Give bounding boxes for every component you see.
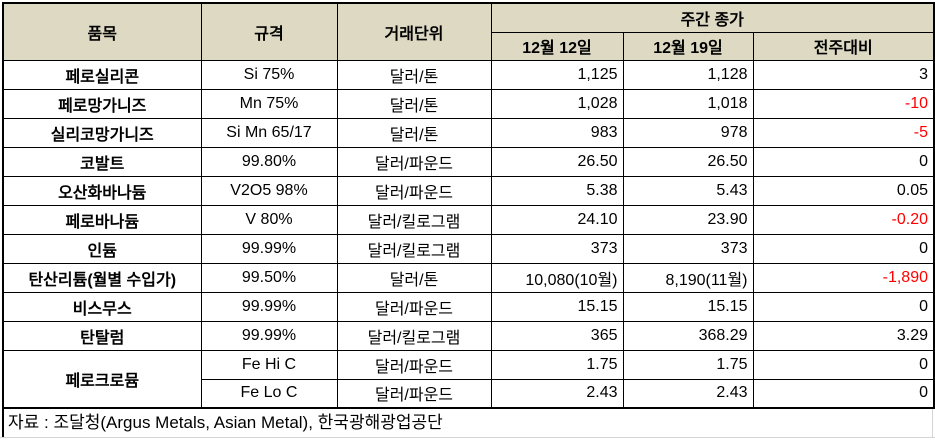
source-note: 자료 : 조달청(Argus Metals, Asian Metal), 한국광…: [2, 408, 933, 437]
price-dec12-cell: 1,028: [490, 88, 624, 119]
unit-cell: 달러/파운드: [336, 175, 492, 206]
item-cell: 오산화바나듐: [2, 175, 202, 206]
price-dec12-cell: 10,080(10월): [490, 262, 624, 293]
price-dec19-cell: 1.75: [622, 349, 754, 380]
price-table: 품목 규격 거래단위 주간 종가 12월 12일 12월 19일 전주대비 페로…: [2, 2, 935, 409]
col-header-date-dec19: 12월 19일: [622, 31, 754, 61]
grid-line-right: [932, 409, 933, 437]
item-cell: 인듐: [2, 233, 202, 264]
col-header-spec: 규격: [200, 2, 338, 61]
price-dec19-cell: 2.43: [622, 378, 754, 409]
unit-cell: 달러/톤: [336, 88, 492, 119]
spec-cell: Fe Lo C: [200, 378, 338, 409]
item-cell: 페로바나듐: [2, 204, 202, 235]
item-cell: 비스무스: [2, 291, 202, 322]
wow-diff-cell: 0: [752, 146, 935, 177]
price-dec19-cell: 26.50: [622, 146, 754, 177]
item-cell: 페로크로뮴: [2, 349, 202, 409]
table-row: 실리코망가니즈 Si Mn 65/17 달러/톤 983 978 -5: [2, 117, 935, 148]
spec-cell: Si 75%: [200, 59, 338, 90]
header-row-dates: 12월 12일 12월 19일 전주대비: [3, 31, 935, 61]
col-header-weekly-close: 주간 종가: [490, 2, 935, 33]
table-row: 탄탈럼 99.99% 달러/킬로그램 365 368.29 3.29: [2, 320, 935, 351]
item-cell: 페로실리콘: [2, 59, 202, 90]
unit-cell: 달러/톤: [336, 59, 492, 90]
price-dec12-cell: 373: [490, 233, 624, 264]
table-row: 페로실리콘 Si 75% 달러/톤 1,125 1,128 3: [2, 59, 935, 90]
price-dec12-cell: 983: [490, 117, 624, 148]
wow-diff-cell: -1,890: [752, 262, 935, 293]
wow-diff-cell: -5: [752, 117, 935, 148]
price-dec19-cell: 368.29: [622, 320, 754, 351]
unit-cell: 달러/파운드: [336, 291, 492, 322]
item-cell: 실리코망가니즈: [2, 117, 202, 148]
spec-cell: Fe Hi C: [200, 349, 338, 380]
unit-cell: 달러/톤: [336, 262, 492, 293]
item-cell: 탄탈럼: [2, 320, 202, 351]
unit-cell: 달러/파운드: [336, 349, 492, 380]
item-cell: 페로망가니즈: [2, 88, 202, 119]
wow-diff-cell: 0: [752, 349, 935, 380]
unit-cell: 달러/킬로그램: [336, 204, 492, 235]
wow-diff-cell: -0.20: [752, 204, 935, 235]
spec-cell: 99.50%: [200, 262, 338, 293]
wow-diff-cell: 0: [752, 378, 935, 409]
wow-diff-cell: 3.29: [752, 320, 935, 351]
table-row: Fe Lo C 달러/파운드 2.43 2.43 0: [3, 378, 935, 409]
price-dec19-cell: 373: [622, 233, 754, 264]
price-dec19-cell: 978: [622, 117, 754, 148]
spec-cell: 99.99%: [200, 233, 338, 264]
price-dec12-cell: 24.10: [490, 204, 624, 235]
wow-diff-cell: 3: [752, 59, 935, 90]
col-header-unit: 거래단위: [336, 2, 492, 61]
price-dec19-cell: 15.15: [622, 291, 754, 322]
grid-line-bottom: [0, 437, 935, 438]
table-row: 페로크로뮴 Fe Hi C 달러/파운드 1.75 1.75 0: [2, 349, 935, 409]
unit-cell: 달러/킬로그램: [336, 233, 492, 264]
item-cell: 코발트: [2, 146, 202, 177]
price-dec12-cell: 1,125: [490, 59, 624, 90]
table-row: 코발트 99.80% 달러/파운드 26.50 26.50 0: [2, 146, 935, 177]
unit-cell: 달러/파운드: [336, 378, 492, 409]
unit-cell: 달러/톤: [336, 117, 492, 148]
table-row: 페로망가니즈 Mn 75% 달러/톤 1,028 1,018 -10: [2, 88, 935, 119]
col-header-wow: 전주대비: [752, 31, 935, 61]
price-dec19-cell: 1,018: [622, 88, 754, 119]
price-dec19-cell: 8,190(11월): [622, 262, 754, 293]
spec-cell: 99.99%: [200, 291, 338, 322]
spec-cell: 99.80%: [200, 146, 338, 177]
price-dec19-cell: 23.90: [622, 204, 754, 235]
price-dec19-cell: 1,128: [622, 59, 754, 90]
price-table-container: 품목 규격 거래단위 주간 종가 12월 12일 12월 19일 전주대비 페로…: [2, 2, 935, 409]
table-row: 오산화바나듐 V2O5 98% 달러/파운드 5.38 5.43 0.05: [2, 175, 935, 206]
price-dec12-cell: 5.38: [490, 175, 624, 206]
price-dec12-cell: 1.75: [490, 349, 624, 380]
table-row: 페로바나듐 V 80% 달러/킬로그램 24.10 23.90 -0.20: [2, 204, 935, 235]
unit-cell: 달러/파운드: [336, 146, 492, 177]
col-header-item: 품목: [2, 2, 202, 61]
spec-cell: Mn 75%: [200, 88, 338, 119]
price-dec12-cell: 15.15: [490, 291, 624, 322]
spec-cell: V2O5 98%: [200, 175, 338, 206]
table-row: 탄산리튬(월별 수입가) 99.50% 달러/톤 10,080(10월) 8,1…: [2, 262, 935, 293]
wow-diff-cell: 0.05: [752, 175, 935, 206]
price-dec19-cell: 5.43: [622, 175, 754, 206]
wow-diff-cell: 0: [752, 291, 935, 322]
price-dec12-cell: 365: [490, 320, 624, 351]
wow-diff-cell: -10: [752, 88, 935, 119]
item-cell: 탄산리튬(월별 수입가): [2, 262, 202, 293]
spec-cell: V 80%: [200, 204, 338, 235]
table-row: 비스무스 99.99% 달러/파운드 15.15 15.15 0: [2, 291, 935, 322]
price-dec12-cell: 26.50: [490, 146, 624, 177]
unit-cell: 달러/킬로그램: [336, 320, 492, 351]
header-row-group: 품목 규격 거래단위 주간 종가: [2, 2, 935, 61]
spec-cell: Si Mn 65/17: [200, 117, 338, 148]
wow-diff-cell: 0: [752, 233, 935, 264]
price-dec12-cell: 2.43: [490, 378, 624, 409]
table-row: 인듐 99.99% 달러/킬로그램 373 373 0: [2, 233, 935, 264]
spec-cell: 99.99%: [200, 320, 338, 351]
col-header-date-dec12: 12월 12일: [490, 31, 624, 61]
